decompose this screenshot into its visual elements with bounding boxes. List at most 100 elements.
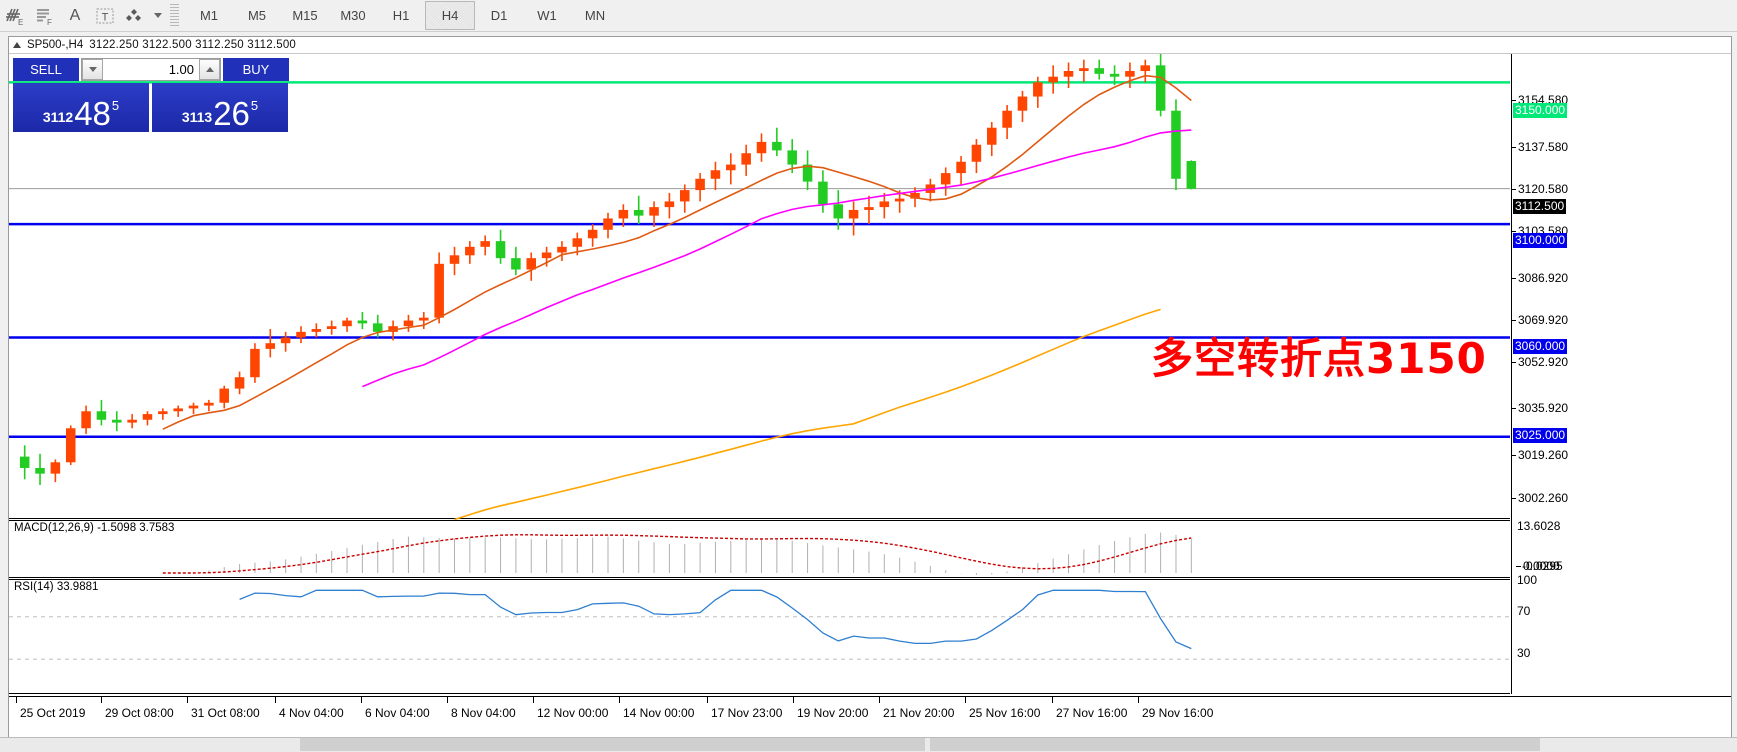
rsi-pane: RSI(14) 33.9881 — [9, 579, 1510, 694]
chart-tab-strip[interactable] — [0, 737, 1737, 752]
macd-label: MACD(12,26,9) -1.5098 3.7583 — [14, 522, 178, 534]
rsi-tick: 100 — [1517, 573, 1538, 587]
time-label: 25 Oct 2019 — [20, 706, 86, 720]
symbol-info-bar: SP500-,H4 3122.250 3122.500 3112.250 311… — [9, 37, 1731, 54]
time-tick-mark — [361, 697, 362, 703]
rsi-tick: 30 — [1517, 646, 1531, 660]
indicators-icon[interactable]: E — [0, 2, 30, 30]
time-label: 17 Nov 23:00 — [711, 706, 783, 720]
price-tick: 3052.920 — [1512, 355, 1568, 369]
time-tick-mark — [619, 697, 620, 703]
time-tick-mark — [16, 697, 17, 703]
time-tick-mark — [447, 697, 448, 703]
time-tick-mark — [965, 697, 966, 703]
trade-controls-row: SELL 1.00 BUY — [13, 58, 289, 81]
price-scale[interactable]: 3154.580 3137.580 3120.580 3103.580 3086.920… — [1511, 54, 1731, 694]
time-tick-mark — [1052, 697, 1053, 703]
volume-increase-icon[interactable] — [199, 59, 220, 80]
time-tick-mark — [707, 697, 708, 703]
time-label: 4 Nov 04:00 — [279, 706, 344, 720]
price-tick: 3002.260 — [1512, 491, 1568, 505]
volume-decrease-icon[interactable] — [82, 59, 103, 80]
time-scale[interactable]: 25 Oct 2019 29 Oct 08:00 31 Oct 08:00 4 Nov… — [9, 696, 1731, 737]
timeframe-m30[interactable]: M30 — [340, 8, 366, 23]
timeframe-w1[interactable]: W1 — [537, 8, 557, 23]
time-label: 27 Nov 16:00 — [1056, 706, 1128, 720]
volume-input[interactable]: 1.00 — [103, 59, 199, 80]
timeframe-h1[interactable]: H1 — [392, 8, 410, 23]
price-tick: 3137.580 — [1512, 140, 1568, 154]
tab-strip-segment[interactable] — [300, 738, 925, 751]
ask-price-main: 26 — [213, 95, 250, 132]
symbol-title: SP500-,H4 — [27, 39, 84, 51]
chart-window: SP500-,H4 3122.250 3122.500 3112.250 311… — [8, 36, 1732, 738]
macd-tick: 13.6028 — [1517, 519, 1561, 533]
time-label: 14 Nov 00:00 — [623, 706, 695, 720]
bid-price-prefix: 3112 — [42, 109, 74, 125]
rsi-chart-svg — [9, 589, 1510, 660]
macd-pane: MACD(12,26,9) -1.5098 3.7583 — [9, 520, 1510, 578]
macd-chart-svg — [162, 532, 1192, 575]
chart-annotation: 多空转折点3150 — [1151, 334, 1487, 383]
time-tick-mark — [879, 697, 880, 703]
level-tag-3150: 3150.000 — [1513, 103, 1568, 118]
timeframe-m15[interactable]: M15 — [292, 8, 318, 23]
time-label: 21 Nov 20:00 — [883, 706, 955, 720]
macd-tick: -0.0295 — [1516, 559, 1563, 573]
bid-price-main: 48 — [74, 95, 111, 132]
timeframe-m1[interactable]: M1 — [199, 8, 219, 23]
timeframe-h4[interactable]: H4 — [425, 1, 475, 30]
bid-price-box[interactable]: 3112 48 5 — [13, 83, 149, 132]
price-chart-svg — [9, 54, 1510, 521]
collapse-icon[interactable] — [13, 42, 21, 48]
toolbar-separator — [170, 3, 179, 28]
sell-button[interactable]: SELL — [13, 58, 79, 81]
time-label: 8 Nov 04:00 — [451, 706, 516, 720]
time-tick-mark — [101, 697, 102, 703]
level-tag-3100: 3100.000 — [1513, 233, 1568, 248]
time-tick-mark — [1138, 697, 1139, 703]
ask-price-box[interactable]: 3113 26 5 — [152, 83, 288, 132]
text-tool-icon[interactable]: A — [69, 6, 81, 24]
tab-strip-segment[interactable] — [930, 738, 1540, 751]
rsi-tick: 70 — [1517, 604, 1531, 618]
time-label: 29 Nov 16:00 — [1142, 706, 1214, 720]
time-tick-mark — [793, 697, 794, 703]
price-tick: 3086.920 — [1512, 271, 1568, 285]
time-label: 6 Nov 04:00 — [365, 706, 430, 720]
buy-button[interactable]: BUY — [223, 58, 289, 81]
level-tag-3025: 3025.000 — [1513, 428, 1568, 443]
time-label: 25 Nov 16:00 — [969, 706, 1041, 720]
time-label: 31 Oct 08:00 — [191, 706, 260, 720]
timeframe-mn[interactable]: MN — [584, 8, 606, 23]
price-tick: 3035.920 — [1512, 401, 1568, 415]
svg-text:T: T — [102, 11, 109, 23]
one-click-trading-panel: SELL 1.00 BUY 3112 48 5 — [13, 58, 289, 132]
ask-price-prefix: 3113 — [181, 109, 213, 125]
periodicity-icon[interactable]: F — [30, 2, 60, 30]
price-tick: 3019.260 — [1512, 448, 1568, 462]
timeframe-m5[interactable]: M5 — [247, 8, 267, 23]
quotes-row: 3112 48 5 3113 26 5 — [13, 83, 289, 132]
volume-stepper[interactable]: 1.00 — [81, 58, 221, 81]
time-label: 29 Oct 08:00 — [105, 706, 174, 720]
time-label: 12 Nov 00:00 — [537, 706, 609, 720]
price-tick: 3069.920 — [1512, 313, 1568, 327]
objects-icon[interactable] — [120, 2, 150, 30]
svg-text:F: F — [47, 18, 52, 26]
timeframe-group: M1 M5 M15 M30 H1 H4 D1 W1 MN — [185, 1, 619, 30]
text-label-icon[interactable]: T — [90, 2, 120, 30]
time-tick-mark — [533, 697, 534, 703]
price-tick: 3120.580 — [1512, 182, 1568, 196]
time-label: 19 Nov 20:00 — [797, 706, 869, 720]
last-price-tag: 3112.500 — [1513, 199, 1567, 214]
level-tag-3060: 3060.000 — [1513, 339, 1568, 354]
svg-text:E: E — [18, 18, 23, 26]
ask-price-fraction: 5 — [250, 98, 259, 113]
main-toolbar: E F A T — [0, 0, 1737, 32]
time-tick-mark — [187, 697, 188, 703]
objects-dropdown-icon[interactable] — [150, 2, 166, 30]
bid-price-fraction: 5 — [111, 98, 120, 113]
timeframe-d1[interactable]: D1 — [490, 8, 508, 23]
